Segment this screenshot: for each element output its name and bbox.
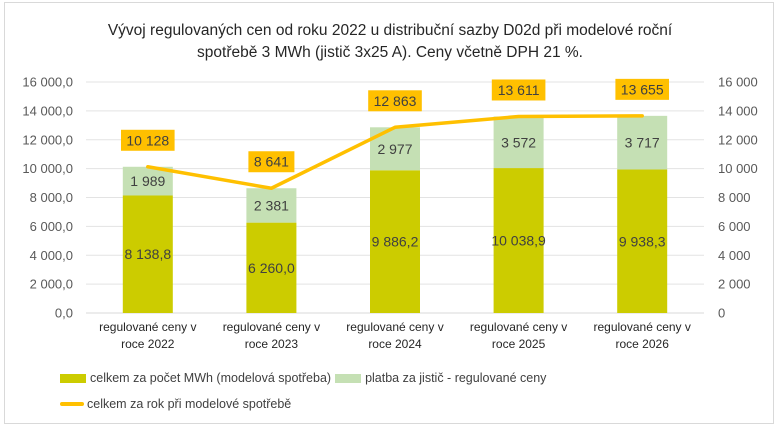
legend-label-total: celkem za rok při modelové spotřebě [87,397,292,411]
legend-item-energy: celkem za počet MWh (modelová spotřeba) [60,371,331,385]
bar-energy [122,195,173,313]
data-label-energy: 6 260,0 [248,260,295,276]
bar-breaker [493,116,544,169]
x-tick-label: regulované ceny v [99,320,196,334]
x-tick-label: regulované ceny v [223,320,320,334]
data-label-energy: 10 038,9 [491,233,546,249]
y2-tick-label: 16 000 [718,75,758,90]
y-tick-label: 0,0 [55,306,73,321]
data-label-total-box [248,151,295,173]
legend-swatch-energy [60,373,86,383]
bar-energy [246,222,297,313]
x-tick-label: roce 2023 [245,337,299,351]
data-label-breaker: 1 989 [130,173,165,189]
data-label-total-box [615,78,669,100]
chart-title-line-2: spotřebě 3 MWh (jistič 3x25 A). Ceny vče… [197,44,583,61]
data-label-breaker: 3 572 [501,134,536,150]
data-label-breaker: 2 381 [254,197,289,213]
y-tick-label: 6 000,0 [30,219,73,234]
legend-swatch-total [60,402,84,406]
data-label-breaker: 2 977 [377,141,412,157]
bar-breaker [246,188,297,223]
y-tick-label: 16 000,0 [22,75,73,90]
y-tick-label: 8 000,0 [30,190,73,205]
y2-tick-label: 14 000 [718,103,758,118]
data-label-total-box [368,90,422,112]
y-tick-label: 4 000,0 [30,248,73,263]
legend-item-total: celkem za rok při modelové spotřebě [60,397,291,411]
legend: celkem za počet MWh (modelová spotřeba) … [60,365,550,417]
y2-tick-label: 8 000 [718,190,751,205]
y2-tick-label: 6 000 [718,219,751,234]
data-label-total: 13 655 [621,81,664,97]
x-tick-label: roce 2024 [368,337,422,351]
bar-energy [370,170,420,313]
data-label-total: 13 611 [498,82,540,98]
chart-title: Vývoj regulovaných cen od roku 2022 u di… [0,20,780,64]
legend-swatch-breaker [335,373,362,383]
x-tick-label: roce 2025 [492,337,546,351]
legend-item-breaker: platba za jistič - regulované ceny [335,371,546,385]
y2-tick-label: 2 000 [718,277,751,292]
legend-label-breaker: platba za jistič - regulované ceny [365,371,547,385]
y2-tick-label: 10 000 [718,161,758,176]
bar-breaker [122,166,173,196]
bar-energy [617,169,668,313]
bar-energy [493,168,544,313]
x-tick-label: regulované ceny v [470,320,567,334]
bar-breaker [617,115,668,170]
y2-tick-label: 0 [718,306,725,321]
data-label-total-box [491,79,546,101]
y2-tick-label: 12 000 [718,132,758,147]
data-label-total: 12 863 [374,93,417,109]
data-label-breaker: 3 717 [625,135,660,151]
legend-label-energy: celkem za počet MWh (modelová spotřeba) [90,371,332,385]
chart-title-line-1: Vývoj regulovaných cen od roku 2022 u di… [107,22,673,39]
y-tick-label: 12 000,0 [22,132,73,147]
x-tick-label: regulované ceny v [346,320,443,334]
y2-tick-label: 4 000 [718,248,751,263]
data-label-total-box [121,129,175,151]
y-tick-label: 2 000,0 [30,277,73,292]
data-label-total: 8 641 [254,154,289,170]
x-tick-label: regulované ceny v [593,320,690,334]
y-tick-label: 14 000,0 [22,103,73,118]
data-label-energy: 8 138,8 [124,246,171,262]
x-tick-label: roce 2026 [616,337,670,351]
data-label-total: 10 128 [126,132,169,148]
data-label-energy: 9 938,3 [619,233,666,249]
y-tick-label: 10 000,0 [22,161,73,176]
line-total [146,114,644,190]
data-label-energy: 9 886,2 [372,234,419,250]
x-tick-label: roce 2022 [121,337,175,351]
